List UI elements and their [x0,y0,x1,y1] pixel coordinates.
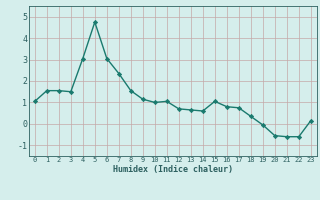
X-axis label: Humidex (Indice chaleur): Humidex (Indice chaleur) [113,165,233,174]
